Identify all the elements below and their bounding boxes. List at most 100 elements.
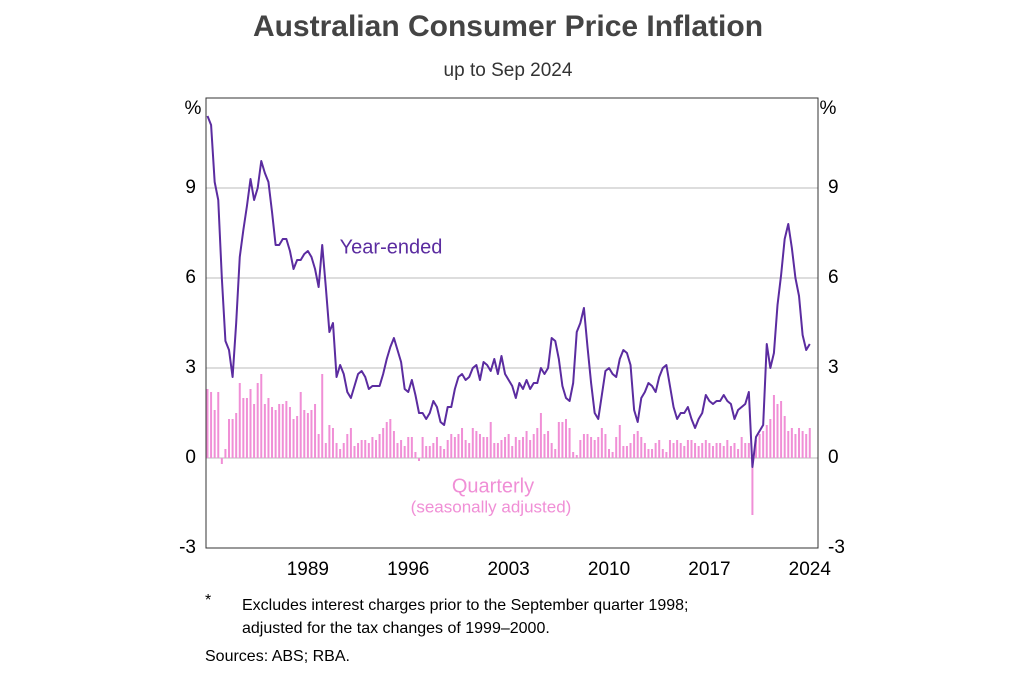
bar (755, 440, 758, 458)
bar (206, 389, 209, 458)
bar (403, 446, 406, 458)
y-tick-label: 3 (185, 357, 196, 378)
bar (231, 419, 234, 458)
bar (525, 431, 528, 458)
bar (235, 413, 238, 458)
bar (421, 437, 424, 458)
bar (220, 458, 223, 464)
bar (353, 446, 356, 458)
bar (439, 446, 442, 458)
bar (278, 404, 281, 458)
y2-axis-unit: % (820, 98, 837, 119)
bar (507, 434, 510, 458)
bar (453, 437, 456, 458)
bar (622, 446, 625, 458)
bar (554, 449, 557, 458)
bar (694, 443, 697, 458)
bar (701, 443, 704, 458)
bar (679, 443, 682, 458)
bar (443, 449, 446, 458)
bar (647, 449, 650, 458)
bar (672, 443, 675, 458)
bar (504, 437, 507, 458)
bar (475, 431, 478, 458)
bar (335, 443, 338, 458)
series-label: Quarterly (452, 475, 534, 497)
bar (629, 443, 632, 458)
bar (493, 443, 496, 458)
bar (686, 440, 689, 458)
bar (808, 428, 811, 458)
bar (801, 431, 804, 458)
bar (593, 440, 596, 458)
bar (428, 446, 431, 458)
y-tick-label: 0 (185, 447, 196, 468)
bar (360, 440, 363, 458)
bar (618, 425, 621, 458)
bar (579, 440, 582, 458)
bar (217, 392, 220, 458)
bar (697, 446, 700, 458)
bar (790, 428, 793, 458)
y2-tick-label: -3 (828, 537, 845, 558)
bar (561, 422, 564, 458)
bar (249, 389, 252, 458)
x-tick-label: 1989 (287, 559, 329, 580)
bar (271, 407, 274, 458)
bar (665, 452, 668, 458)
bar (256, 383, 259, 458)
bar (242, 398, 245, 458)
y-tick-label: 6 (185, 267, 196, 288)
x-tick-label: 2024 (789, 559, 832, 580)
bar (643, 443, 646, 458)
bar (668, 440, 671, 458)
bar (414, 452, 417, 458)
bar (636, 431, 639, 458)
bar (349, 428, 352, 458)
bar (547, 431, 550, 458)
bar (597, 437, 600, 458)
bar (228, 419, 231, 458)
bar (590, 437, 593, 458)
bar (550, 443, 553, 458)
footnote: adjusted for the tax changes of 1999–200… (242, 620, 550, 637)
bar (331, 428, 334, 458)
bar (213, 410, 216, 458)
bar (210, 392, 213, 458)
bar (654, 443, 657, 458)
bar (321, 374, 324, 458)
bar (794, 434, 797, 458)
bar (557, 422, 560, 458)
bar (568, 428, 571, 458)
bar (400, 440, 403, 458)
y2-tick-label: 0 (828, 447, 839, 468)
bar (432, 443, 435, 458)
bar (378, 434, 381, 458)
bar (371, 437, 374, 458)
bar (733, 443, 736, 458)
bar (780, 401, 783, 458)
bar (303, 410, 306, 458)
bar (514, 437, 517, 458)
bar (389, 419, 392, 458)
x-tick-label: 2003 (487, 559, 529, 580)
bar (729, 446, 732, 458)
footnote: Excludes interest charges prior to the S… (242, 597, 688, 614)
bar (364, 440, 367, 458)
bar (783, 416, 786, 458)
bar (392, 431, 395, 458)
bar (457, 434, 460, 458)
bar (575, 455, 578, 458)
bar (798, 428, 801, 458)
source-note: Sources: ABS; RBA. (205, 648, 350, 665)
bar (496, 443, 499, 458)
bar (600, 428, 603, 458)
bar (274, 410, 277, 458)
bar (787, 431, 790, 458)
y-axis-unit: % (185, 98, 202, 119)
y2-tick-label: 6 (828, 267, 839, 288)
bar (486, 437, 489, 458)
bar (747, 443, 750, 458)
bar (715, 443, 718, 458)
